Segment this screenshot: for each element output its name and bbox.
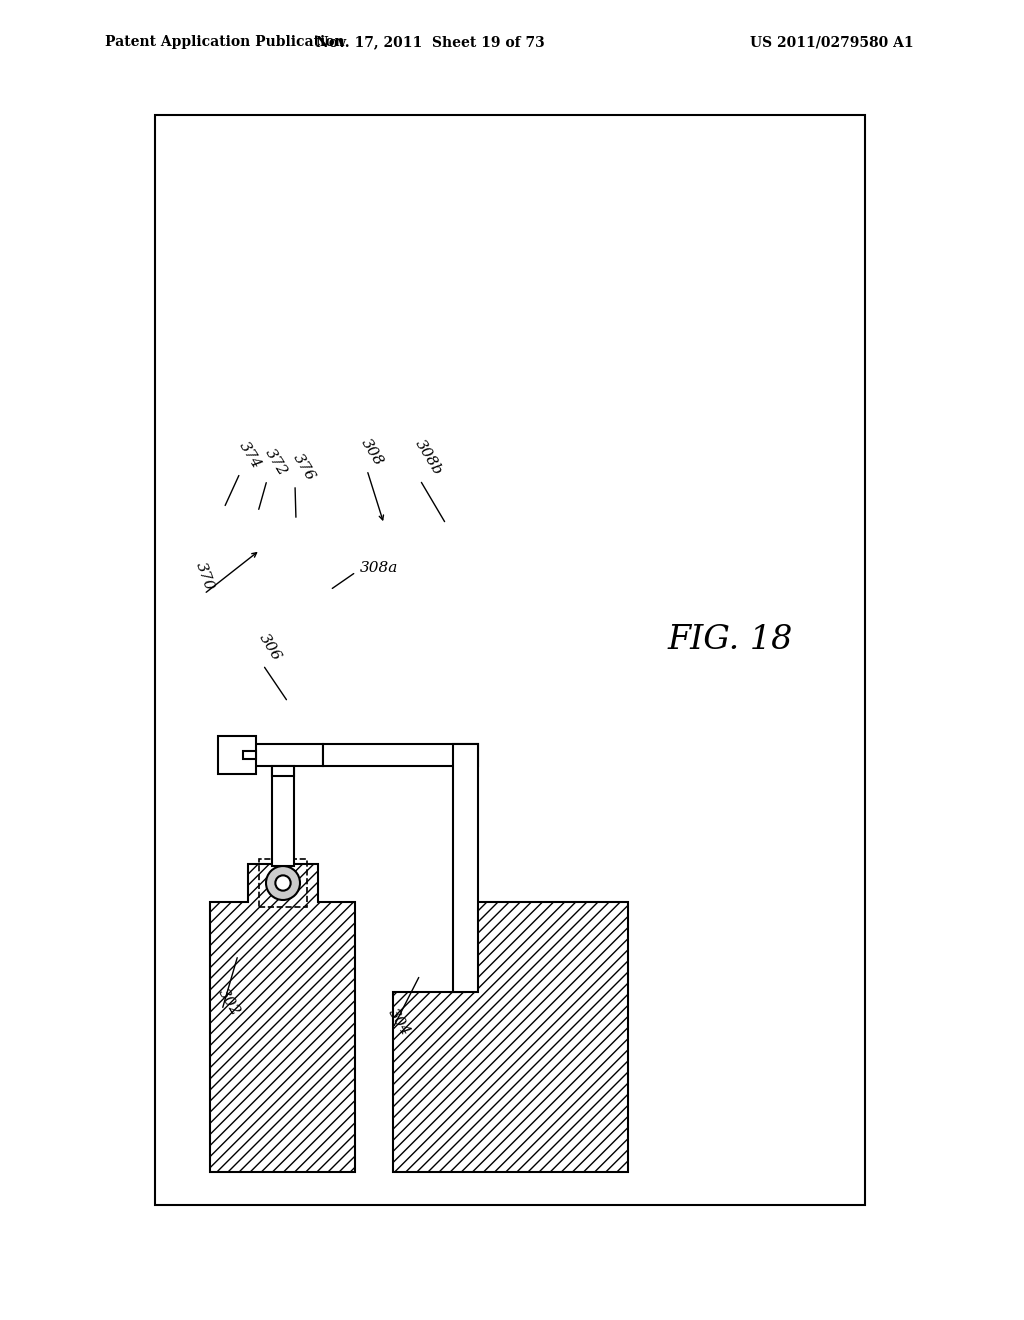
Bar <box>272 766 294 776</box>
Bar <box>243 751 256 759</box>
Text: 308a: 308a <box>360 561 398 576</box>
Text: 308: 308 <box>358 436 385 469</box>
Text: 304: 304 <box>385 1006 413 1038</box>
Text: 308b: 308b <box>412 437 444 478</box>
Text: 302: 302 <box>215 986 243 1018</box>
Text: FIG. 18: FIG. 18 <box>668 624 793 656</box>
Bar <box>323 744 478 766</box>
Text: Patent Application Publication: Patent Application Publication <box>105 36 345 49</box>
Bar <box>259 859 307 907</box>
Polygon shape <box>393 902 628 1172</box>
Bar <box>453 744 478 993</box>
Bar <box>218 737 256 774</box>
Text: 306: 306 <box>256 631 284 663</box>
Bar <box>243 744 323 766</box>
Bar <box>155 115 865 1205</box>
Text: US 2011/0279580 A1: US 2011/0279580 A1 <box>750 36 913 49</box>
Bar <box>272 766 294 866</box>
Circle shape <box>266 866 300 900</box>
Text: 370: 370 <box>193 561 216 593</box>
Polygon shape <box>210 865 355 1172</box>
Text: 376: 376 <box>290 450 317 483</box>
Text: Nov. 17, 2011  Sheet 19 of 73: Nov. 17, 2011 Sheet 19 of 73 <box>315 36 545 49</box>
Circle shape <box>275 875 291 891</box>
Text: 374: 374 <box>236 438 263 471</box>
Text: 372: 372 <box>262 446 290 478</box>
